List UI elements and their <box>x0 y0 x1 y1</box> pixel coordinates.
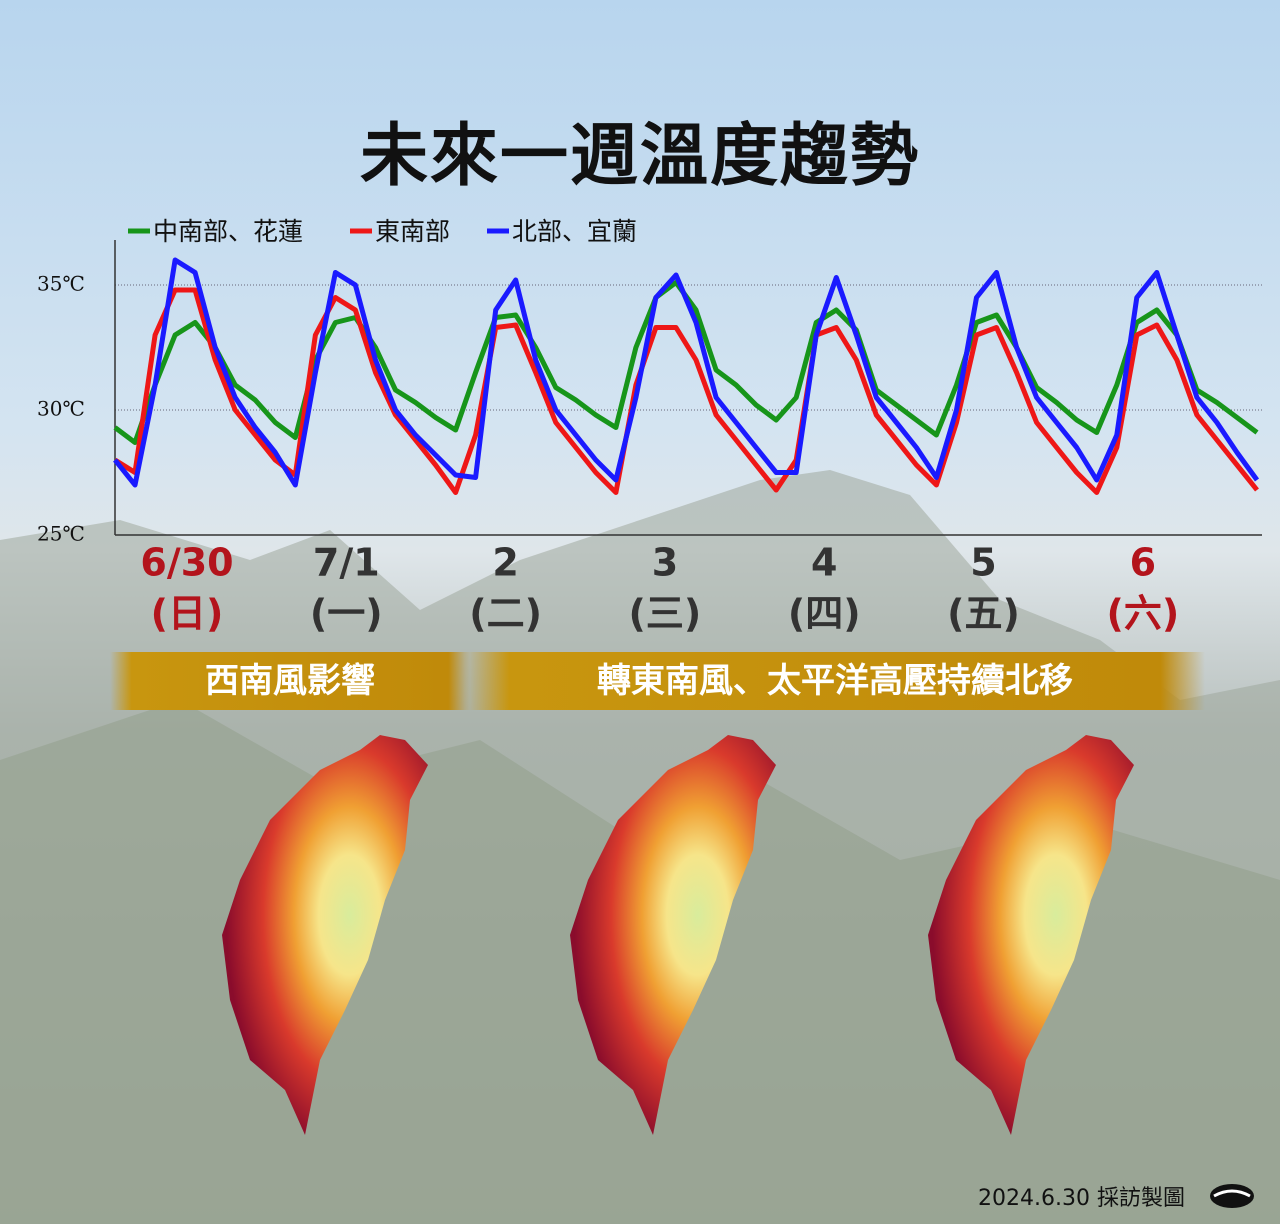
day-date: 3 <box>652 541 678 585</box>
legend-label: 東南部 <box>375 217 450 246</box>
legend-label: 北部、宜蘭 <box>512 217 637 246</box>
banner: 轉東南風、太平洋高壓持續北移 <box>465 652 1205 710</box>
title: 未來一週溫度趨勢 <box>359 117 920 196</box>
day-date: 6 <box>1130 541 1156 585</box>
day-date: 2 <box>492 541 518 585</box>
taiwan-map <box>928 735 1134 1135</box>
chart: 25℃ 30℃ 35℃ 中南部、花蓮 東南部 北部、宜蘭 6/30 (日) 7/1 (一) 2 (二)… <box>37 217 1262 636</box>
day-date: 6/30 <box>140 541 233 585</box>
day-weekday: (五) <box>947 592 1020 636</box>
y-tick-label: 25℃ <box>37 522 85 546</box>
day-weekday: (六) <box>1106 592 1179 636</box>
day-date: 4 <box>811 541 837 585</box>
taiwan-map <box>222 735 428 1135</box>
day-weekday: (三) <box>629 592 702 636</box>
series-line <box>113 280 1259 445</box>
day-weekday: (一) <box>310 592 383 636</box>
logo-mark <box>1213 1189 1251 1198</box>
logo <box>1210 1184 1254 1208</box>
series-line <box>113 257 1260 488</box>
legend-label: 中南部、花蓮 <box>153 217 303 246</box>
day-date: 5 <box>970 541 996 585</box>
taiwan-map <box>570 735 776 1135</box>
day-weekday: (日) <box>151 592 224 636</box>
taiwan-maps <box>222 735 1134 1135</box>
banner: 西南風影響 <box>110 652 470 710</box>
day-weekday: (四) <box>788 592 861 636</box>
y-tick-label: 35℃ <box>37 272 85 296</box>
y-tick-label: 30℃ <box>37 397 85 421</box>
footer: 2024.6.30 採訪製圖 <box>978 1186 1185 1211</box>
day-weekday: (二) <box>469 592 542 636</box>
series-line <box>113 287 1259 495</box>
day-date: 7/1 <box>313 541 380 585</box>
